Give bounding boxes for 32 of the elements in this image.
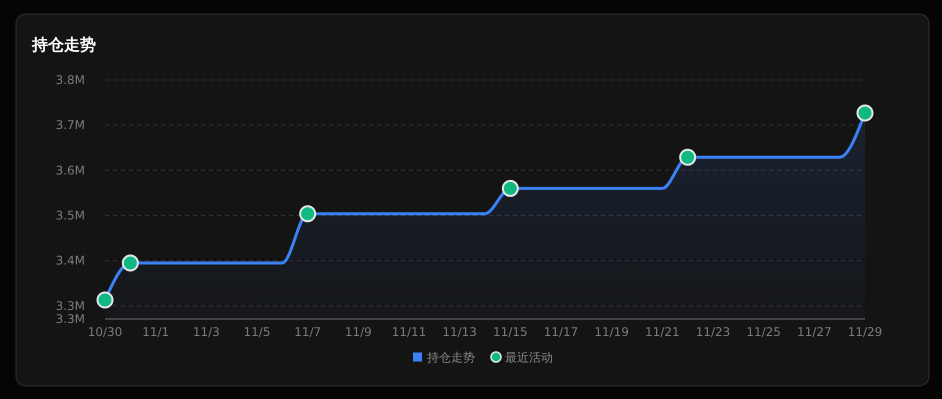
y-tick-label: 3.7M bbox=[56, 118, 85, 132]
x-tick-label: 11/27 bbox=[797, 325, 832, 339]
x-tick-label: 11/13 bbox=[442, 325, 477, 339]
x-tick-label: 11/3 bbox=[192, 325, 220, 339]
y-tick-label: 3.4M bbox=[56, 254, 85, 268]
x-tick-label: 11/29 bbox=[848, 325, 882, 339]
y-tick-label: 3.5M bbox=[56, 208, 85, 223]
legend-label: 持仓走势 bbox=[427, 350, 475, 364]
x-tick-label: 11/21 bbox=[645, 325, 680, 339]
point bbox=[96, 292, 114, 309]
x-tick-label: 11/15 bbox=[493, 325, 528, 339]
x-tick-label: 11/23 bbox=[696, 325, 730, 339]
y-tick-label: 3.8M bbox=[56, 73, 85, 87]
x-tick-label: 11/17 bbox=[544, 325, 578, 339]
x-tick-label: 11/1 bbox=[142, 325, 170, 339]
x-tick-label: 11/5 bbox=[244, 325, 270, 339]
point bbox=[502, 180, 519, 197]
point bbox=[122, 254, 139, 272]
x-tick-label: 11/25 bbox=[746, 325, 781, 339]
y-tick-label: 3.3M bbox=[56, 298, 85, 313]
x-tick-label: 11/19 bbox=[594, 325, 629, 339]
x-tick-label: 10/30 bbox=[88, 325, 122, 339]
x-tick-label: 11/7 bbox=[294, 325, 322, 339]
legend-label: 最近活动 bbox=[505, 350, 553, 364]
point bbox=[679, 148, 696, 166]
point bbox=[299, 205, 316, 222]
x-tick-label: 11/11 bbox=[392, 325, 426, 339]
chart-title: 持仓走势 bbox=[31, 35, 96, 54]
point bbox=[856, 104, 874, 122]
y-tick-label: 3.3M bbox=[56, 312, 85, 326]
y-tick-label: 3.6M bbox=[56, 163, 85, 178]
x-tick-label: 11/9 bbox=[344, 325, 372, 339]
